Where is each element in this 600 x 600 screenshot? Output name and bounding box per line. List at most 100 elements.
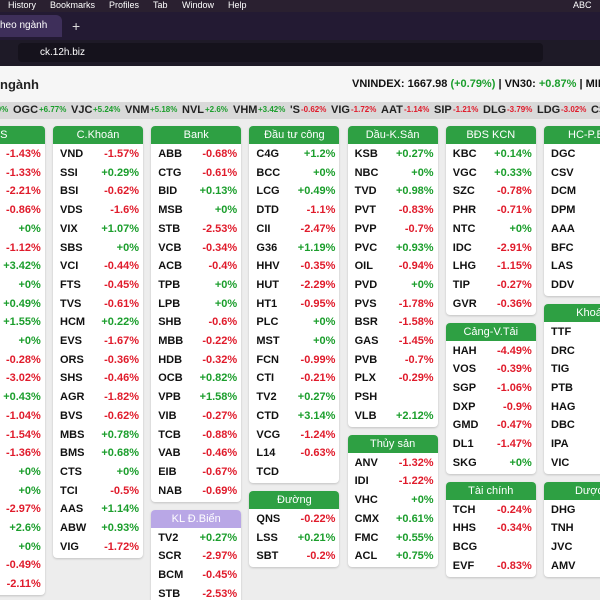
stock-change: -0.32% (202, 353, 238, 366)
sector-title[interactable]: Bank (151, 126, 242, 144)
stock-symbol: LSS (256, 531, 278, 544)
stock-symbol: TIP (452, 278, 470, 291)
strip-symbol: OGC (13, 104, 39, 116)
stock-symbol: BVS (60, 409, 83, 422)
stock-change: -0.22% (300, 512, 336, 525)
stock-change: -0.71% (496, 204, 532, 217)
stock-symbol: VPB (158, 391, 181, 404)
stock-change: -0.99% (300, 353, 336, 366)
sector-title[interactable]: KL Đ.Biển (151, 509, 242, 528)
stock-change: -1.06% (496, 381, 532, 394)
stock-change: +0% (18, 540, 41, 553)
stock-change: -0.49% (5, 559, 41, 572)
stock-change: -1.67% (104, 335, 139, 347)
stock-symbol: AAA (551, 222, 575, 235)
stock-change: +1.14% (101, 503, 139, 516)
menu-item[interactable]: Bookmarks (50, 0, 96, 10)
sector-card: C.Khoán VND -1.57% SSI +0.29% BSI -0.62% VDS -1.… (53, 126, 143, 558)
stock-symbol: VIB (158, 409, 177, 422)
stock-change: +1.07% (101, 222, 139, 235)
stock-change: -2.91% (496, 241, 532, 254)
menu-item[interactable]: Tab (153, 0, 168, 10)
stock-change: -2.11% (6, 578, 41, 591)
sector-title[interactable]: BĐS KCN (445, 126, 536, 144)
sector-title[interactable]: Tài chính (445, 481, 536, 500)
stock-symbol: EVS (60, 335, 83, 347)
menu-item[interactable]: Window (182, 0, 215, 10)
stock-change: -2.47% (300, 222, 336, 235)
sector-card: Đầu tư công C4G +1.2% BCC +0% LCG +0.49% DTD -1.… (249, 126, 340, 483)
stock-change: +0.27% (395, 148, 434, 160)
sector-title[interactable]: Dầu-K.Sản (347, 126, 438, 144)
stock-symbol: CTD (256, 409, 279, 422)
stock-symbol: FCN (256, 353, 279, 366)
tab[interactable] (0, 15, 62, 37)
stock-symbol: SGP (452, 381, 477, 394)
stock-symbol: KBC (452, 148, 477, 160)
stock-change: -0.34% (202, 241, 238, 254)
stock-symbol: TCI (60, 484, 78, 497)
sector-card: HC-P.Bó DGC CSV DCM DPM AAA BFC LAS DDV (544, 126, 600, 296)
stock-symbol: MBS (60, 428, 85, 441)
menu-item[interactable]: Profiles (109, 0, 140, 10)
sector-title[interactable]: ĐS (0, 126, 45, 144)
stock-change: -0.22% (202, 335, 238, 347)
stock-symbol: TV2 (256, 391, 277, 404)
stock-change: -0.62% (104, 409, 139, 422)
stock-symbol: G36 (256, 241, 278, 254)
sector-title[interactable]: Đường (249, 490, 340, 509)
stock-change: -0.36% (496, 297, 532, 310)
strip-change: -1.72% (351, 105, 377, 114)
stock-symbol: PVS (354, 297, 377, 310)
stock-symbol: C4G (256, 148, 280, 160)
stock-change: -0.39% (496, 363, 532, 376)
stock-change: -0.47% (496, 419, 532, 432)
stock-change: -0.68% (202, 148, 238, 160)
url-field[interactable] (18, 43, 543, 62)
stock-change: +0.33% (494, 166, 532, 179)
stock-symbol: IDC (452, 241, 472, 254)
input-indicator: ABC (573, 0, 592, 10)
stock-change: +1.55% (3, 316, 41, 329)
sector-title[interactable]: Dược (544, 481, 600, 500)
stock-change: +0.27% (199, 531, 238, 544)
stock-symbol: OCB (158, 372, 183, 385)
strip-symbol: AAT (381, 104, 403, 116)
sector-title[interactable]: Cảng-V.Tải (445, 322, 536, 341)
stock-change: +0.98% (395, 185, 434, 198)
strip-change: 6.9% (0, 105, 9, 114)
stock-symbol: HCM (60, 316, 86, 329)
stock-symbol: HAH (452, 344, 477, 357)
stock-symbol: AAS (60, 503, 84, 516)
stock-change: -0.62% (104, 185, 139, 198)
stock-symbol: GMD (452, 419, 479, 432)
stock-symbol: VOS (452, 363, 477, 376)
menu-item[interactable]: Help (228, 0, 247, 10)
stock-change: +2.6% (9, 522, 41, 534)
sector-title[interactable]: HC-P.Bó (544, 126, 600, 144)
strip-change: +3.42% (258, 105, 286, 114)
stock-symbol: MBB (158, 335, 184, 347)
stock-symbol: HHS (452, 522, 477, 535)
stock-change: -0.4% (208, 260, 238, 273)
stock-change: -0.45% (104, 278, 139, 291)
stock-symbol: TPB (158, 278, 181, 291)
sector-title[interactable]: C.Khoán (53, 126, 143, 144)
stock-symbol: DHG (551, 503, 576, 516)
stock-symbol: NBC (354, 166, 379, 179)
sector-title[interactable]: Đầu tư công (249, 126, 340, 144)
sector-card: Đường QNS -0.22% LSS +0.21% SBT -0.2% (249, 490, 340, 568)
new-tab[interactable]: + (72, 18, 81, 34)
stock-symbol: CSV (551, 166, 574, 179)
stock-symbol: BSI (60, 185, 79, 198)
stock-change: -0.5% (110, 484, 139, 497)
stock-change: -1.72% (104, 540, 139, 553)
stock-change: +0% (18, 222, 41, 235)
stock-symbol: TV2 (158, 531, 179, 544)
stock-symbol: SZC (452, 185, 475, 198)
stock-symbol: CTS (60, 465, 82, 478)
stock-change: -0.67% (202, 465, 238, 478)
menu-item[interactable]: History (8, 0, 37, 10)
sector-title[interactable]: Khoá (544, 303, 600, 322)
sector-title[interactable]: Thủy sản (347, 434, 438, 453)
